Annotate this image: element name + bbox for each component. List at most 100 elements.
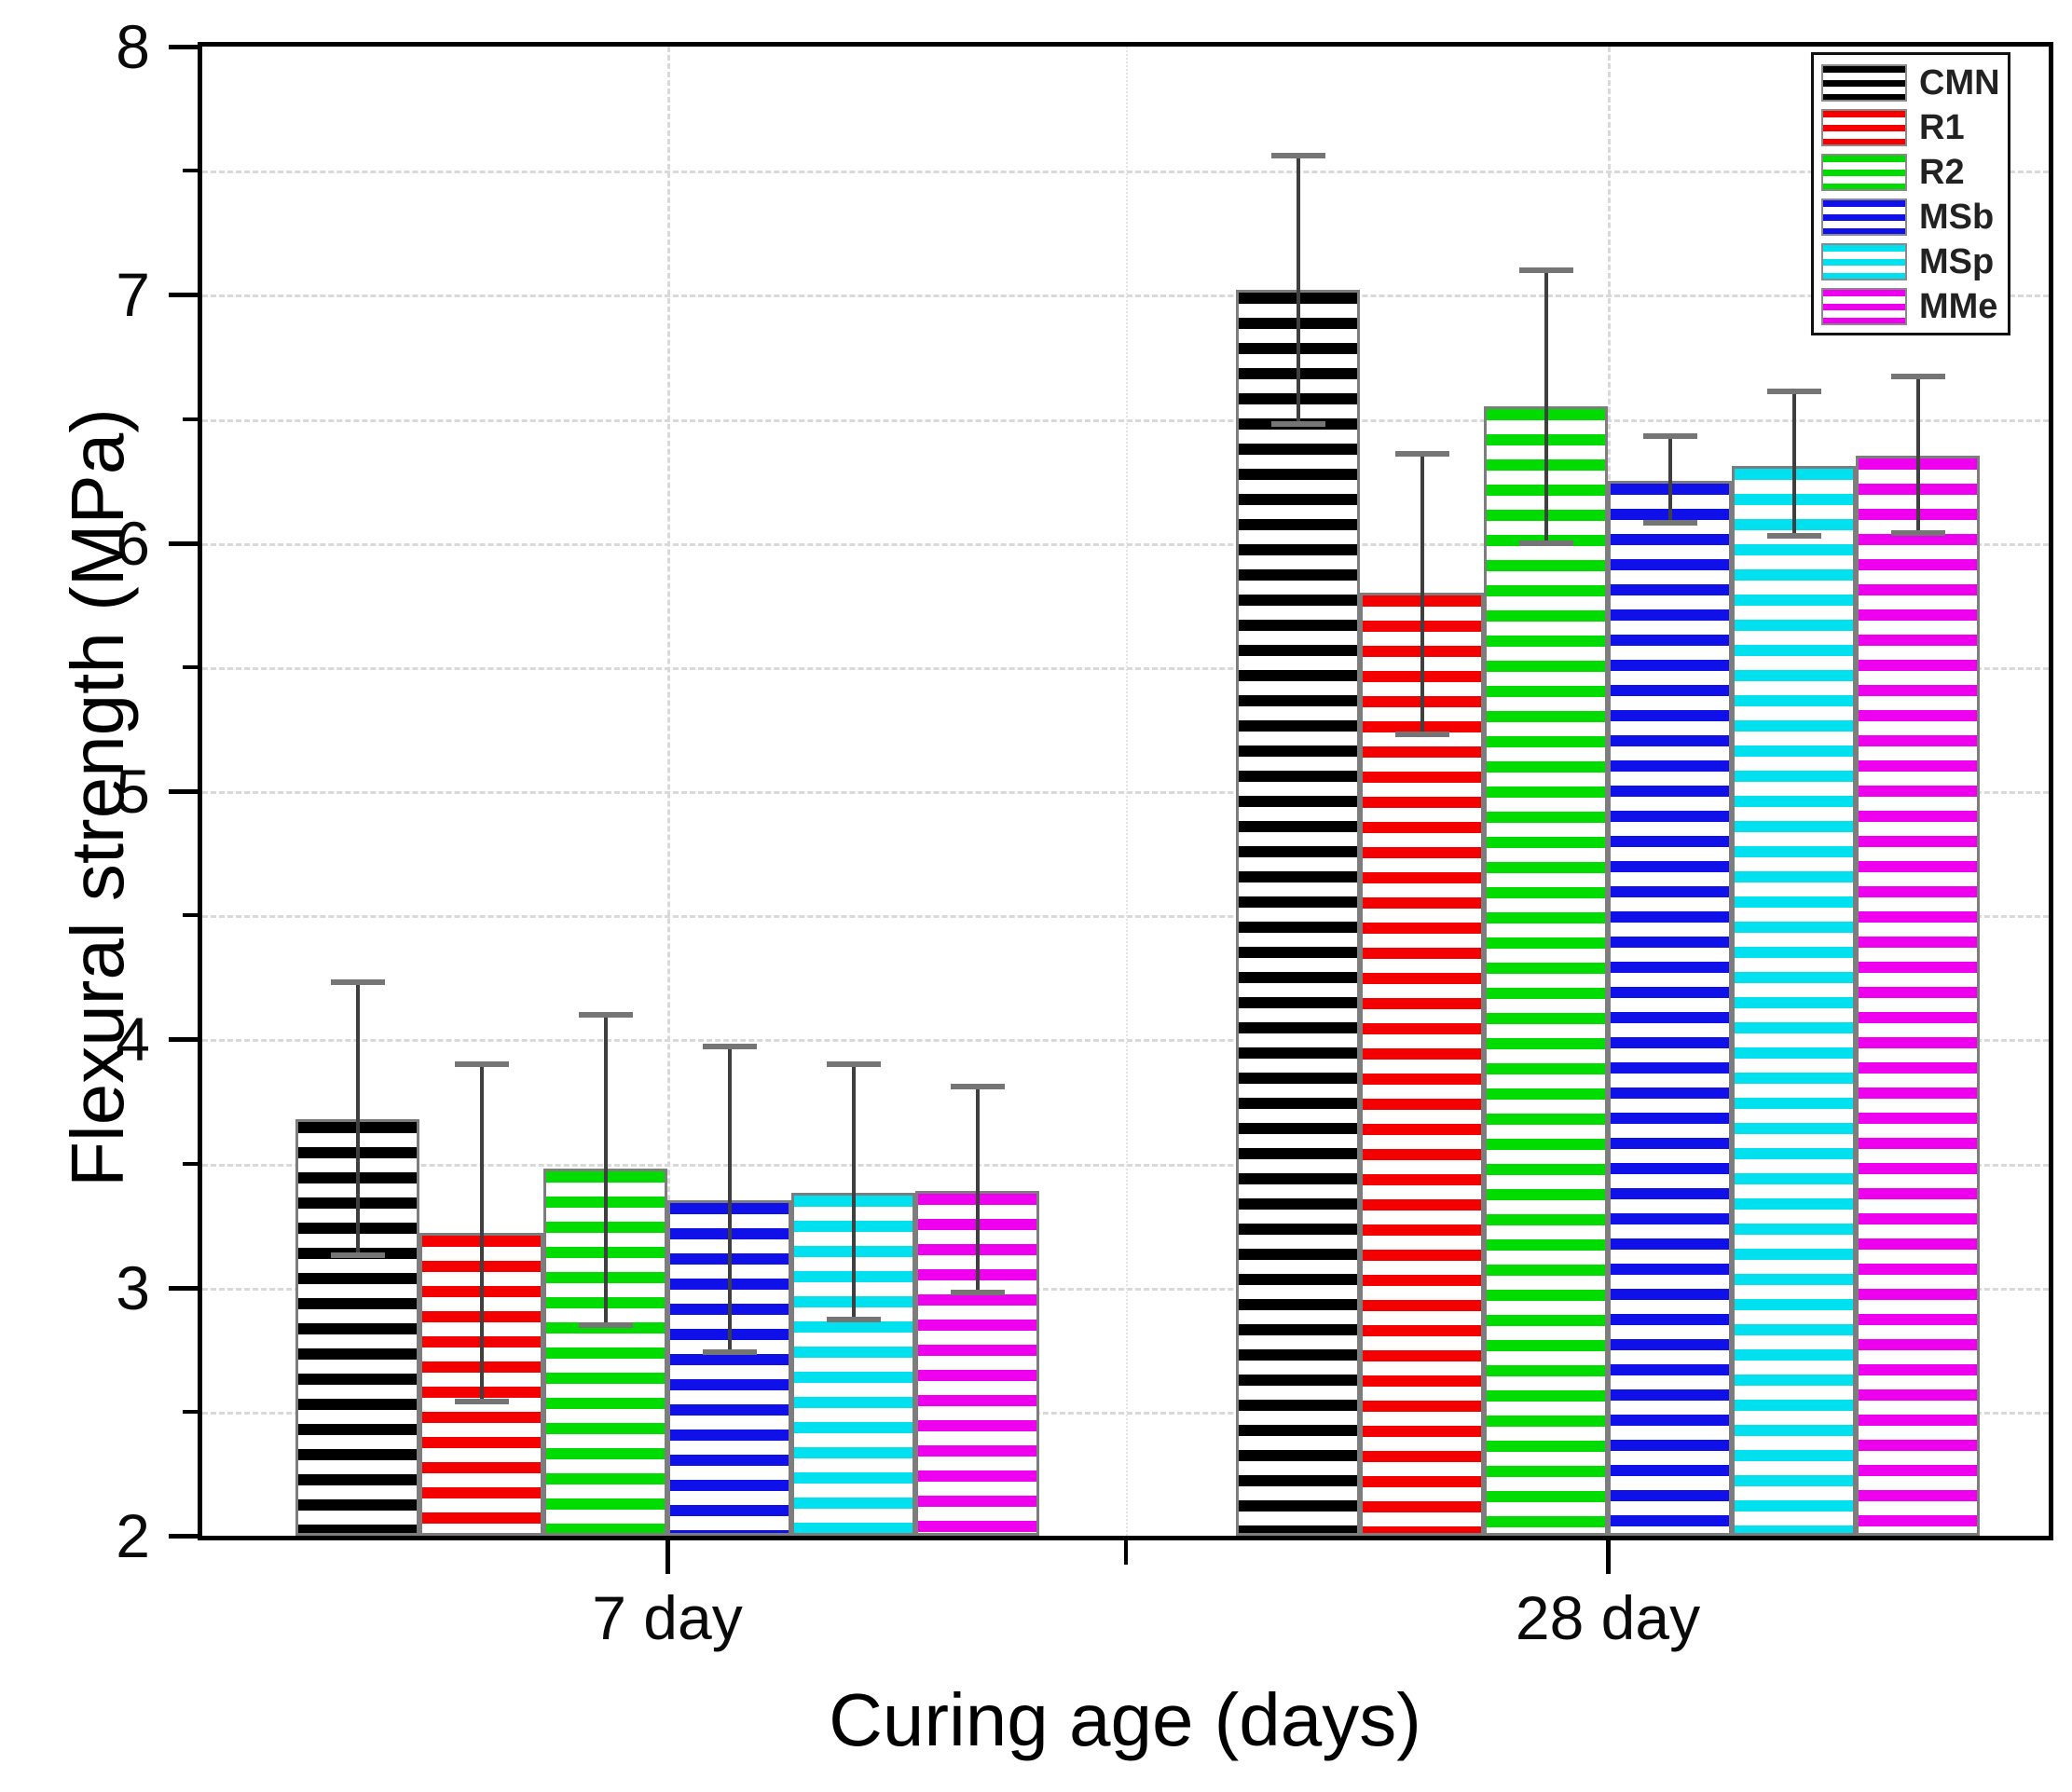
legend-swatch-MMe (1821, 288, 1907, 325)
x-category-label: 7 day (592, 1583, 743, 1652)
y-minor-tick (183, 1161, 202, 1166)
x-axis-title: Curing age (days) (829, 1678, 1421, 1761)
y-tick-label: 3 (116, 1252, 150, 1322)
y-tick-label: 2 (116, 1501, 150, 1570)
x-major-tick (1606, 1540, 1611, 1574)
y-minor-tick (183, 913, 202, 918)
y-tick-label: 4 (116, 1005, 150, 1074)
bar-MSp-28day (1732, 466, 1856, 1536)
error-cap-bottom-R2 (578, 1321, 633, 1328)
error-cap-top-MSb (702, 1044, 757, 1050)
h-gridline (202, 791, 2049, 794)
error-cap-top-MMe (950, 1083, 1005, 1089)
error-cap-top-MMe (1890, 374, 1945, 380)
error-bar-MMe (1915, 376, 1920, 533)
error-bar-R2 (1544, 269, 1548, 543)
h-gridline (202, 171, 2049, 174)
legend-row-MMe: MMe (1821, 284, 2008, 329)
error-cap-bottom-MMe (950, 1289, 1005, 1295)
legend-label-CMN: CMN (1919, 62, 2000, 103)
legend-swatch-MSb (1821, 198, 1907, 236)
error-cap-bottom-MSb (1642, 520, 1697, 527)
error-bar-MSp (1791, 391, 1796, 536)
v-gridline (667, 47, 670, 1536)
bar-MSb-28day (1608, 481, 1732, 1536)
y-minor-tick (183, 1409, 202, 1414)
error-bar-MSb (727, 1046, 732, 1352)
legend-swatch-R1 (1821, 109, 1907, 146)
h-gridline (202, 294, 2049, 298)
error-cap-top-CMN (1270, 153, 1325, 159)
error-cap-bottom-MSb (702, 1348, 757, 1355)
legend-swatch-CMN (1821, 64, 1907, 102)
x-major-tick (666, 1540, 670, 1574)
h-gridline (202, 542, 2049, 546)
error-cap-bottom-CMN (1270, 420, 1325, 427)
y-major-tick (169, 1037, 202, 1043)
legend-swatch-MSp (1821, 243, 1907, 280)
legend-row-R1: R1 (1821, 105, 2008, 150)
plot-area (202, 47, 2049, 1536)
legend-swatch-R2 (1821, 154, 1907, 191)
bar-R2-28day (1484, 406, 1608, 1536)
y-minor-tick (183, 664, 202, 669)
error-cap-top-R1 (1394, 450, 1449, 457)
legend-row-MSb: MSb (1821, 195, 2008, 239)
y-major-tick (169, 789, 202, 794)
bar-MMe-28day (1856, 456, 1980, 1536)
h-gridline (202, 1411, 2049, 1415)
error-cap-top-R2 (1518, 267, 1573, 273)
error-cap-bottom-R1 (454, 1399, 509, 1405)
error-cap-top-R1 (454, 1060, 509, 1067)
y-tick-label: 6 (116, 508, 150, 578)
v-gridline-boundary (1126, 47, 1128, 1536)
error-bar-R1 (1420, 453, 1424, 734)
error-cap-bottom-R1 (1394, 731, 1449, 737)
legend-label-MMe: MMe (1919, 286, 1998, 326)
legend-row-MSp: MSp (1821, 239, 2008, 284)
x-boundary-tick (1124, 1540, 1128, 1565)
error-bar-CMN (355, 982, 360, 1256)
error-cap-bottom-R2 (1518, 540, 1573, 546)
h-gridline (202, 1039, 2049, 1043)
y-minor-tick (183, 417, 202, 421)
legend-label-MSb: MSb (1919, 197, 1995, 237)
y-major-tick (169, 1534, 202, 1539)
y-major-tick (169, 293, 202, 298)
legend-row-R2: R2 (1821, 150, 2008, 195)
error-bar-MSp (851, 1063, 856, 1320)
h-gridline (202, 666, 2049, 670)
h-gridline (202, 1287, 2049, 1291)
error-bar-MSb (1667, 436, 1672, 524)
error-cap-top-MSp (826, 1060, 881, 1067)
error-cap-bottom-MMe (1890, 530, 1945, 536)
y-tick-label: 7 (116, 260, 150, 330)
legend-label-MSp: MSp (1919, 241, 1995, 281)
error-bar-R2 (603, 1014, 608, 1325)
error-bar-R1 (479, 1063, 484, 1402)
h-gridline (202, 915, 2049, 919)
h-gridline (202, 1163, 2049, 1167)
error-bar-MMe (975, 1086, 980, 1293)
legend: CMN R1 R2 MSb MSp MMe (1811, 52, 2010, 335)
y-tick-label: 8 (116, 12, 150, 81)
error-cap-top-R2 (578, 1011, 633, 1018)
error-cap-bottom-CMN (330, 1252, 385, 1259)
error-bar-CMN (1296, 156, 1300, 424)
y-major-tick (169, 1285, 202, 1291)
x-category-label: 28 day (1515, 1583, 1701, 1652)
error-cap-top-MSp (1766, 389, 1821, 395)
legend-row-CMN: CMN (1821, 61, 2008, 105)
h-gridline (202, 418, 2049, 422)
error-cap-top-MSb (1642, 433, 1697, 440)
bar-CMN-28day (1236, 290, 1360, 1536)
legend-label-R2: R2 (1919, 152, 1965, 192)
error-cap-top-CMN (330, 979, 385, 986)
y-major-tick (169, 540, 202, 546)
y-tick-label: 5 (116, 757, 150, 826)
error-cap-bottom-MSp (826, 1317, 881, 1323)
y-minor-tick (183, 169, 202, 173)
legend-label-R1: R1 (1919, 107, 1965, 147)
error-cap-bottom-MSp (1766, 532, 1821, 539)
